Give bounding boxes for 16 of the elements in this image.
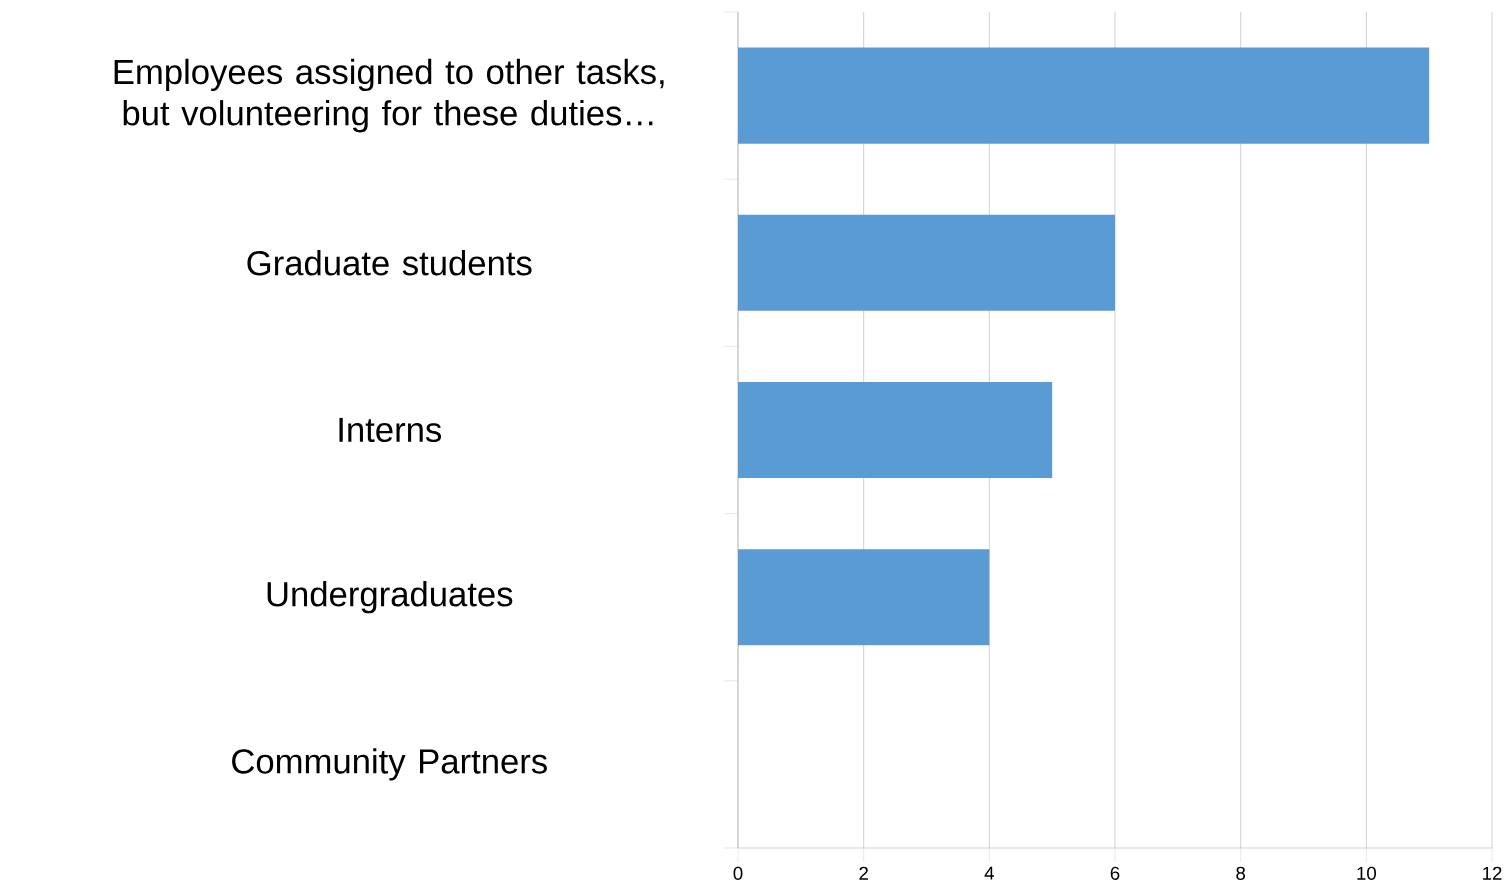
y-tick-label: Community Partners: [232, 748, 547, 781]
x-tick-label: 4: [984, 866, 994, 880]
y-tick-label: Graduate students: [247, 250, 532, 276]
x-tick-label: 12: [1483, 866, 1502, 880]
x-tick-label: 0: [733, 866, 743, 880]
bar: [738, 47, 1430, 144]
x-tick-label: 8: [1236, 866, 1246, 880]
y-tick-label: Employees assigned to other tasks, but volunteering for these duties…: [114, 58, 664, 133]
bar: [738, 381, 1053, 479]
x-tick-label: 2: [859, 866, 868, 880]
bar: [738, 214, 1116, 311]
y-tick-label: Interns: [339, 417, 442, 443]
bar: [738, 549, 990, 646]
x-tick-label: 6: [1110, 866, 1120, 880]
y-tick-label: Undergraduates: [267, 581, 513, 614]
x-tick-label: 10: [1357, 866, 1376, 880]
